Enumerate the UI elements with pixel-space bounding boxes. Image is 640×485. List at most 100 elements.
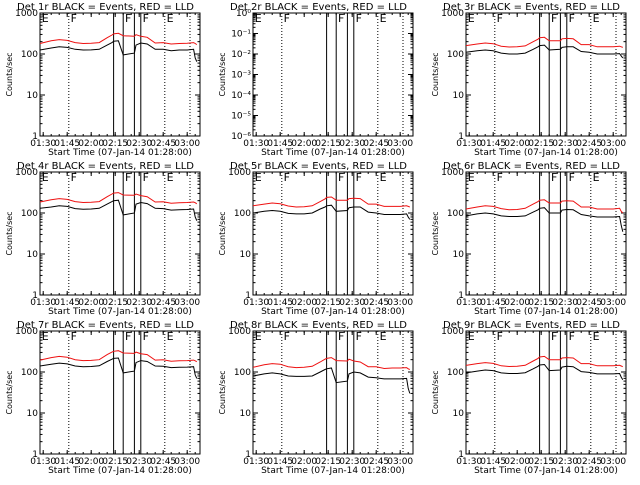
panel-title: Det 9r BLACK = Events, RED = LLD [443, 320, 620, 331]
series-line-lld [252, 357, 411, 370]
x-tick-label: 01:45 [267, 457, 293, 467]
y-tick-label: 10⁻⁶ [231, 132, 251, 142]
x-tick-label: 03:00 [387, 457, 413, 467]
y-axis-label: Counts/sec [431, 52, 440, 96]
plot-frame [465, 12, 627, 137]
flag-label: F [497, 12, 503, 25]
flag-label: E [255, 12, 262, 25]
flag-label: E [380, 171, 387, 184]
x-tick-label: 02:15 [315, 457, 341, 467]
x-tick-label: 03:00 [174, 298, 200, 308]
flag-label: F [338, 330, 344, 343]
panel-title: Det 3r BLACK = Events, RED = LLD [443, 2, 620, 13]
flag-label: E [593, 330, 600, 343]
flag-label: E [468, 330, 475, 343]
panel-title: Det 6r BLACK = Events, RED = LLD [443, 161, 620, 172]
panel-title: Det 5r BLACK = Events, RED = LLD [230, 161, 407, 172]
flag-label: F [125, 171, 131, 184]
x-tick-label: 02:30 [126, 139, 152, 149]
y-tick-label: 1 [32, 132, 38, 142]
y-tick-label: 1000 [441, 9, 464, 19]
x-tick-label: 03:00 [600, 298, 626, 308]
flag-label: F [569, 171, 575, 184]
x-tick-label: 03:00 [600, 139, 626, 149]
x-tick-label: 02:00 [78, 298, 104, 308]
x-tick-label: 01:30 [456, 298, 482, 308]
y-axis-label: Counts/sec [431, 211, 440, 255]
x-tick-label: 01:45 [267, 298, 293, 308]
x-tick-label: 02:00 [291, 457, 317, 467]
plot-frame [465, 330, 627, 455]
y-tick-label: 10 [27, 409, 39, 419]
x-tick-label: 01:30 [30, 298, 56, 308]
panel-title: Det 8r BLACK = Events, RED = LLD [230, 320, 407, 331]
plot-frame [39, 330, 201, 455]
plot-frame [252, 12, 414, 137]
y-tick-label: 1000 [228, 168, 251, 178]
plot-frame [252, 330, 414, 455]
x-tick-label: 01:45 [54, 139, 80, 149]
y-tick-label: 10 [240, 409, 252, 419]
x-tick-label: 02:45 [363, 457, 389, 467]
y-tick-label: 1000 [15, 327, 38, 337]
flag-label: F [338, 12, 344, 25]
y-tick-label: 10⁻² [231, 50, 251, 60]
x-tick-label: 02:45 [576, 139, 602, 149]
x-tick-label: 02:15 [102, 457, 128, 467]
x-tick-label: 02:45 [150, 457, 176, 467]
flag-label: E [380, 330, 387, 343]
panel-det-9r: Det 9r BLACK = Events, RED = LLD 01:3001:… [431, 320, 627, 476]
x-axis-label: Start Time (07-Jan-14 01:28:00) [48, 148, 192, 158]
plot-frame [465, 171, 627, 296]
flag-label: F [569, 330, 575, 343]
flag-label: E [42, 171, 49, 184]
y-tick-label: 10⁻³ [231, 71, 251, 81]
y-tick-label: 10 [453, 250, 465, 260]
x-tick-label: 02:00 [504, 298, 530, 308]
y-axis-label: Counts/sec [5, 370, 14, 414]
flag-label: F [569, 12, 575, 25]
y-tick-label: 1 [32, 450, 38, 460]
y-tick-label: 100 [21, 50, 38, 60]
y-tick-label: 1 [458, 291, 464, 301]
y-tick-label: 10 [240, 250, 252, 260]
plot-frame [39, 12, 201, 137]
x-tick-label: 01:30 [456, 457, 482, 467]
x-tick-label: 01:30 [243, 457, 269, 467]
x-tick-label: 01:45 [54, 457, 80, 467]
y-tick-label: 10⁻⁴ [231, 91, 251, 101]
series-line-events [252, 204, 411, 220]
x-tick-label: 02:00 [504, 457, 530, 467]
y-axis-label: Counts/sec [5, 211, 14, 255]
flag-label: F [338, 171, 344, 184]
x-tick-label: 02:00 [504, 139, 530, 149]
x-tick-label: 03:00 [387, 139, 413, 149]
flag-label: E [42, 12, 49, 25]
y-axis-label: Counts/sec [218, 211, 227, 255]
panel-title: Det 1r BLACK = Events, RED = LLD [17, 2, 194, 13]
series-line-events [252, 367, 411, 394]
series-line-lld [39, 192, 198, 205]
y-tick-label: 1000 [228, 327, 251, 337]
y-tick-label: 100 [234, 209, 251, 219]
x-tick-label: 02:30 [126, 298, 152, 308]
x-tick-label: 02:30 [339, 139, 365, 149]
x-axis-label: Start Time (07-Jan-14 01:28:00) [48, 466, 192, 476]
x-tick-label: 02:15 [315, 298, 341, 308]
x-tick-label: 02:45 [150, 298, 176, 308]
y-tick-label: 1000 [441, 327, 464, 337]
series-line-lld [465, 199, 624, 214]
x-tick-label: 02:45 [150, 139, 176, 149]
panel-det-1r: Det 1r BLACK = Events, RED = LLD 01:3001:… [5, 2, 201, 158]
x-tick-label: 01:45 [480, 139, 506, 149]
flag-label: F [125, 330, 131, 343]
y-tick-label: 100 [447, 368, 464, 378]
y-tick-label: 10 [453, 409, 465, 419]
x-tick-label: 03:00 [174, 457, 200, 467]
x-tick-label: 01:45 [54, 298, 80, 308]
x-tick-label: 01:45 [480, 298, 506, 308]
panel-title: Det 7r BLACK = Events, RED = LLD [17, 320, 194, 331]
x-tick-label: 02:30 [552, 139, 578, 149]
flag-label: E [255, 171, 262, 184]
